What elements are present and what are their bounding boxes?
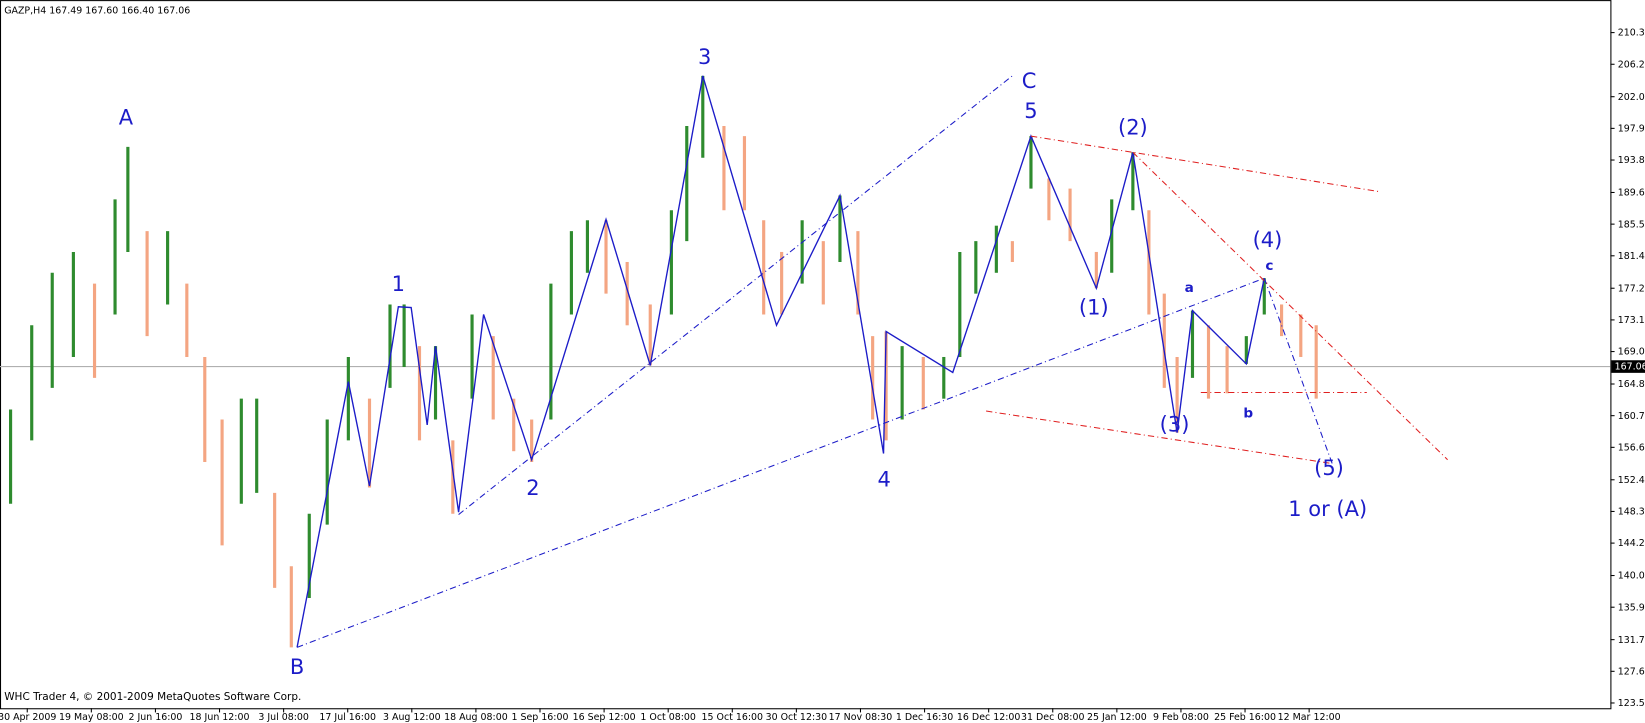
- trendline: [296, 277, 1265, 648]
- trendline: [986, 410, 1333, 465]
- x-tick-label: 31 Dec 08:00: [1021, 712, 1084, 723]
- wave-label: A: [119, 105, 134, 129]
- wave-label: 4: [878, 468, 891, 492]
- x-tick-label: 9 Feb 08:00: [1153, 712, 1209, 723]
- x-tick-label: 3 Aug 12:00: [383, 712, 441, 723]
- x-tick-label: 3 Jul 08:00: [258, 712, 309, 723]
- plot-frame: [0, 0, 1612, 710]
- x-tick-label: 25 Jan 12:00: [1087, 712, 1147, 723]
- y-tick-label: 206.20: [1618, 59, 1645, 70]
- y-tick-label: 148.30: [1618, 507, 1645, 518]
- chart-header: GAZP,H4 167.49 167.60 166.40 167.06: [4, 6, 190, 17]
- y-tick-label: 185.50: [1618, 219, 1645, 230]
- y-tick-label: 131.70: [1618, 635, 1645, 646]
- x-tick-label: 25 Feb 16:00: [1214, 712, 1276, 723]
- y-tick-label: 181.40: [1618, 251, 1645, 262]
- wave-label: (5): [1314, 456, 1344, 480]
- trendline: [1030, 135, 1380, 193]
- x-tick-label: 30 Apr 2009: [0, 712, 56, 723]
- x-tick-label: 1 Dec 16:30: [896, 712, 953, 723]
- wave-label: C: [1022, 69, 1037, 93]
- y-tick-label: 210.30: [1618, 28, 1645, 39]
- x-tick-label: 16 Dec 12:00: [957, 712, 1020, 723]
- wave-label: 5: [1024, 99, 1037, 123]
- trendline: [1263, 278, 1333, 464]
- y-tick-label: 173.10: [1618, 315, 1645, 326]
- x-tick-label: 18 Jun 12:00: [190, 712, 250, 723]
- wave-label: (2): [1118, 115, 1148, 139]
- x-tick-label: 17 Jul 16:00: [319, 712, 376, 723]
- x-tick-label: 18 Aug 08:00: [444, 712, 508, 723]
- y-tick-label: 127.60: [1618, 666, 1645, 677]
- x-tick-label: 17 Nov 08:30: [829, 712, 893, 723]
- wave-label: 1: [392, 272, 405, 296]
- last-price-label: 167.06: [1615, 362, 1645, 373]
- x-tick-label: 30 Oct 12:30: [766, 712, 828, 723]
- y-tick-label: 140.00: [1618, 571, 1645, 582]
- x-tick-label: 19 May 08:00: [59, 712, 124, 723]
- wave-label: (1): [1079, 295, 1109, 319]
- y-tick-label: 164.80: [1618, 379, 1645, 390]
- y-tick-label: 189.60: [1618, 188, 1645, 199]
- y-tick-label: 202.00: [1618, 92, 1645, 103]
- wave-label: a: [1185, 280, 1194, 296]
- x-tick-label: 1 Oct 08:00: [640, 712, 696, 723]
- trendline: [1132, 151, 1448, 461]
- y-tick-label: 193.80: [1618, 155, 1645, 166]
- y-tick-label: 197.90: [1618, 124, 1645, 135]
- y-tick-label: 160.70: [1618, 411, 1645, 422]
- wave-label: 2: [526, 476, 539, 500]
- wave-label: (3): [1160, 413, 1190, 437]
- x-tick-label: 1 Sep 16:00: [511, 712, 568, 723]
- y-tick-label: 135.90: [1618, 602, 1645, 613]
- x-tick-label: 12 Mar 12:00: [1278, 712, 1341, 723]
- wave-label: B: [290, 655, 304, 679]
- wave-label: b: [1243, 405, 1253, 421]
- chart-footer: WHC Trader 4, © 2001-2009 MetaQuotes Sof…: [4, 691, 301, 703]
- last-price-box: [1611, 360, 1645, 373]
- wave-label: c: [1265, 258, 1273, 274]
- y-tick-label: 177.20: [1618, 283, 1645, 294]
- wave-label: 1 or (A): [1288, 497, 1367, 521]
- x-tick-label: 16 Sep 12:00: [573, 712, 636, 723]
- y-tick-label: 152.40: [1618, 475, 1645, 486]
- y-tick-label: 123.50: [1618, 698, 1645, 709]
- trendline: [458, 75, 1013, 515]
- y-tick-label: 169.00: [1618, 347, 1645, 358]
- x-tick-label: 2 Jun 16:00: [128, 712, 182, 723]
- wave-label: 3: [698, 45, 711, 69]
- x-tick-label: 15 Oct 16:00: [702, 712, 764, 723]
- wave-label: (4): [1253, 228, 1283, 252]
- y-tick-label: 156.60: [1618, 442, 1645, 453]
- y-tick-label: 144.20: [1618, 538, 1645, 549]
